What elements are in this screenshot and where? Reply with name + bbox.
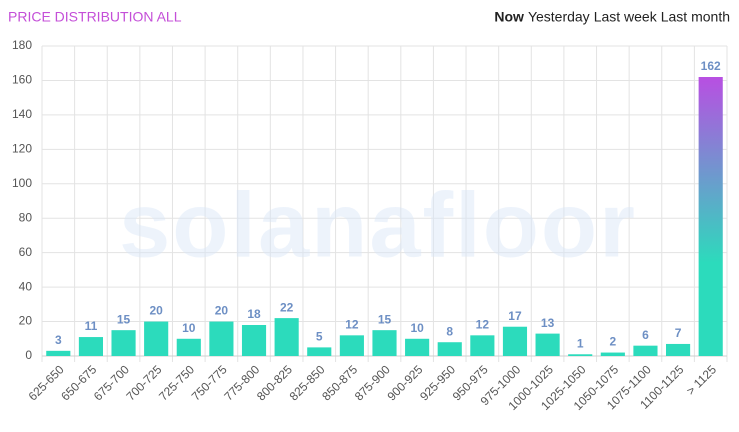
y-tick-label: 100 bbox=[12, 176, 32, 190]
y-tick-label: 140 bbox=[12, 107, 32, 121]
value-label: 20 bbox=[215, 304, 229, 318]
value-label: 12 bbox=[476, 318, 490, 332]
bar bbox=[633, 345, 658, 356]
value-label: 15 bbox=[117, 312, 131, 326]
x-tick-label: > 1125 bbox=[684, 362, 720, 398]
bar bbox=[78, 337, 103, 356]
y-tick-label: 20 bbox=[19, 314, 33, 328]
time-tabs: Now Yesterday Last week Last month bbox=[494, 9, 730, 25]
bar bbox=[698, 77, 723, 356]
bar bbox=[241, 325, 267, 356]
value-label: 5 bbox=[316, 330, 323, 344]
bar bbox=[405, 338, 430, 356]
bar bbox=[144, 321, 169, 356]
bar bbox=[600, 352, 625, 356]
value-label: 11 bbox=[85, 319, 98, 333]
y-tick-label: 80 bbox=[19, 210, 33, 224]
y-tick-label: 160 bbox=[12, 73, 32, 87]
bar bbox=[372, 330, 397, 356]
bar bbox=[502, 326, 528, 356]
grid: 020406080100120140160180625-650650-67567… bbox=[12, 38, 728, 413]
bar bbox=[307, 347, 332, 356]
value-label: 8 bbox=[446, 324, 453, 338]
bar bbox=[437, 342, 462, 356]
value-label: 162 bbox=[701, 59, 721, 73]
value-label: 13 bbox=[541, 316, 555, 330]
bar bbox=[209, 321, 234, 356]
value-label: 3 bbox=[55, 333, 62, 347]
value-label: 22 bbox=[280, 300, 294, 314]
value-label: 12 bbox=[345, 318, 359, 332]
value-label: 20 bbox=[149, 304, 163, 318]
y-tick-label: 180 bbox=[12, 38, 32, 52]
bar bbox=[274, 318, 299, 356]
bar bbox=[535, 333, 560, 356]
chart-title: PRICE DISTRIBUTION ALL bbox=[8, 9, 182, 25]
value-label: 7 bbox=[675, 326, 682, 340]
y-tick-label: 40 bbox=[19, 279, 33, 293]
bar bbox=[568, 354, 593, 356]
bar bbox=[666, 343, 691, 356]
value-label: 6 bbox=[642, 328, 649, 342]
y-tick-label: 120 bbox=[12, 142, 32, 156]
bar bbox=[46, 350, 71, 356]
bar bbox=[470, 335, 495, 356]
value-label: 17 bbox=[508, 309, 522, 323]
time-tab[interactable]: Last month bbox=[661, 9, 730, 25]
time-tab[interactable]: Now bbox=[494, 9, 524, 25]
value-label: 2 bbox=[609, 335, 616, 349]
time-tab[interactable]: Last week bbox=[594, 9, 658, 25]
value-label: 15 bbox=[378, 312, 392, 326]
value-label: 10 bbox=[410, 321, 424, 335]
y-tick-label: 60 bbox=[19, 245, 33, 259]
time-tab[interactable]: Yesterday bbox=[528, 9, 590, 25]
value-label: 1 bbox=[577, 336, 584, 350]
y-tick-label: 0 bbox=[25, 348, 32, 362]
bar bbox=[339, 335, 364, 356]
value-label: 18 bbox=[247, 307, 261, 321]
bar bbox=[111, 330, 136, 356]
value-label: 10 bbox=[182, 321, 196, 335]
watermark: solanafloor bbox=[119, 174, 637, 276]
bar bbox=[176, 338, 201, 356]
